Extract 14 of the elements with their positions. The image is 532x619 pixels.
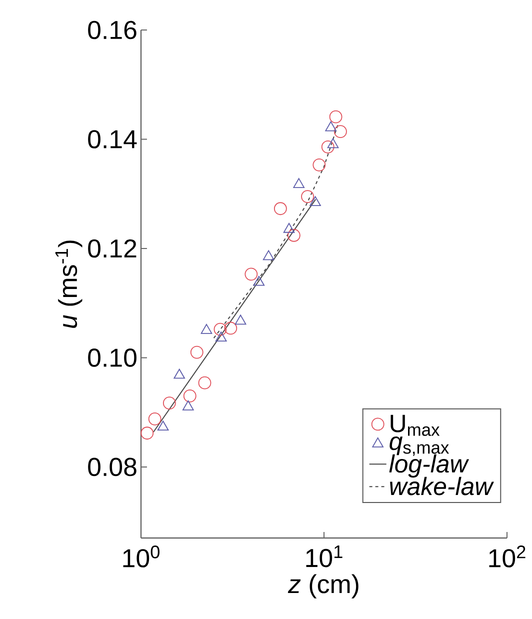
x-tick-label: 10$^{0}$ xyxy=(123,546,160,568)
x-axis-title: z (cm) xyxy=(288,574,358,598)
y-tick-label: 0.14 xyxy=(88,130,137,148)
legend-label: q$_{s,max}$ xyxy=(390,436,450,456)
y-tick-label: 0.08 xyxy=(88,458,136,476)
y-tick-label: 0.10 xyxy=(88,348,136,367)
y-axis-title: u (ms$^{-1}$) xyxy=(55,240,82,328)
legend-label: U$_{max}$ xyxy=(390,414,440,436)
legend-label: log-law xyxy=(389,454,470,478)
x-tick-label: 10$^{1}$ xyxy=(306,546,342,568)
y-tick-label: 0.12 xyxy=(88,239,136,258)
y-tick-label: 0.16 xyxy=(88,20,136,40)
legend-label: wake-law xyxy=(390,476,494,496)
x-tick-label: 10$^{2}$ xyxy=(489,546,526,568)
